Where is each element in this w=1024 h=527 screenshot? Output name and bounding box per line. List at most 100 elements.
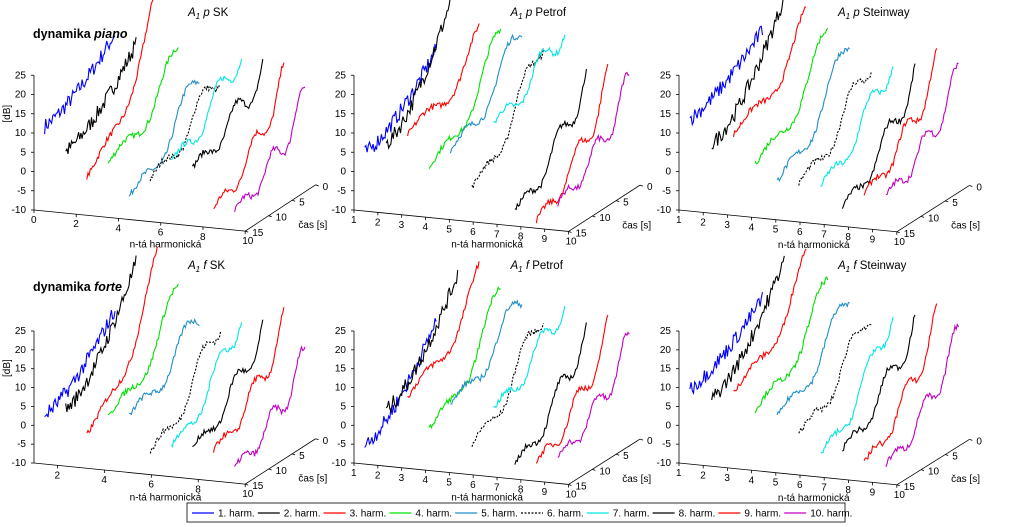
harmonic-5-line (450, 299, 523, 405)
time-tick-mark (315, 438, 319, 441)
time-tick-label: 15 (904, 229, 916, 240)
x-tick-label: 3 (724, 473, 730, 484)
time-tick-mark (568, 231, 572, 233)
harmonic-8-line (192, 319, 264, 448)
db-tick-label: 5 (20, 147, 26, 158)
time-axis-line (244, 184, 316, 232)
db-tick-label: 25 (15, 70, 27, 81)
x-tick-label: 2 (73, 219, 79, 230)
db-tick-label: 15 (335, 364, 347, 375)
time-tick-mark (639, 184, 644, 187)
x-tick-label: 8 (845, 232, 851, 243)
harmonic-6-line (471, 323, 545, 447)
time-tick-mark (245, 230, 249, 233)
x-tick-label: 7 (821, 483, 827, 494)
axes-4 (33, 331, 316, 485)
x-tick-label: 5 (773, 478, 779, 489)
db-tick-label: 10 (15, 128, 27, 139)
x-axis-label: n-tá harmonická (778, 240, 850, 251)
harmonic-9-line (535, 314, 609, 464)
time-tick-mark (568, 484, 572, 486)
db-tick-label: 15 (15, 364, 27, 375)
legend-box (186, 502, 846, 523)
x-tick-label: 10 (566, 236, 578, 247)
db-tick-label: 15 (660, 364, 672, 375)
harmonic-5-line (128, 79, 200, 197)
time-tick-label: 0 (976, 182, 982, 193)
harmonic-2-line (65, 37, 137, 155)
x-tick-label: 6 (797, 480, 803, 491)
x-tick-label: 4 (749, 222, 755, 233)
time-axis-line (568, 438, 641, 485)
legend-label-1: 1. harm. (218, 509, 255, 520)
time-tick-mark (292, 453, 296, 456)
x-tick-label: 6 (470, 480, 476, 491)
db-tick-label: 20 (15, 345, 27, 356)
db-tick-label: 20 (15, 90, 27, 101)
x-tick-label: 2 (700, 470, 706, 481)
harmonic-9-line (212, 307, 285, 453)
x-tick-label: 7 (494, 482, 500, 493)
time-tick-label: 15 (576, 481, 588, 492)
time-tick-mark (268, 215, 272, 218)
time-tick-label: 10 (276, 213, 288, 224)
db-tick-label: 0 (340, 167, 346, 178)
x-tick-label: 2 (375, 470, 381, 481)
time-tick-label: 10 (928, 467, 940, 478)
db-tick-label: 10 (335, 383, 347, 394)
x-axis-line (33, 209, 246, 232)
db-tick-label: 5 (340, 147, 346, 158)
time-tick-mark (896, 231, 900, 234)
harmonic-9-line (863, 303, 938, 461)
db-tick-label: -5 (662, 439, 671, 450)
harmonic-4-line (754, 28, 829, 165)
axes-5 (353, 331, 641, 485)
harmonic-5-line (128, 317, 200, 416)
chart-title: A1 f Steinway (837, 260, 907, 274)
db-tick-label: 15 (660, 109, 672, 120)
harmonic-1-line (44, 310, 116, 418)
time-tick-label: 10 (599, 213, 611, 224)
x-axis-line (353, 209, 569, 232)
harmonic-7-line (170, 322, 243, 448)
harmonic-1-line (689, 25, 764, 127)
x-tick-label: 4 (423, 222, 429, 233)
db-tick-label: 0 (20, 167, 26, 178)
db-tick-label: 10 (335, 128, 347, 139)
db-tick-label: 20 (660, 90, 672, 101)
legend-label-8: 8. harm. (679, 509, 716, 520)
db-tick-label: 10 (660, 383, 672, 394)
time-tick-label: 0 (976, 436, 982, 447)
x-tick-label: 10 (242, 489, 254, 500)
legend-label-7: 7. harm. (613, 509, 650, 520)
db-tick-label: 5 (665, 401, 671, 412)
x-tick-label: 4 (101, 475, 107, 486)
harmonic-10-line (557, 71, 630, 207)
harmonic-1-line (44, 35, 116, 135)
harmonic-3-line (86, 0, 154, 180)
db-tick-label: -10 (12, 458, 27, 469)
x-tick-label: 8 (845, 485, 851, 496)
x-tick-label: 1 (676, 215, 682, 226)
x-axis-label: n-tá harmonická (778, 493, 850, 504)
db-tick-label: 20 (335, 345, 347, 356)
x-tick-label: 9 (542, 234, 548, 245)
harmonic-3-line (407, 261, 480, 399)
harmonic-8-line (842, 314, 916, 452)
harmonic-9-line (213, 62, 285, 210)
chart-title: A1 p Petrof (510, 7, 567, 21)
harmonic-7-line (170, 58, 243, 161)
harmonic-2-line (385, 270, 459, 413)
time-tick-label: 0 (323, 436, 329, 447)
axes-3 (678, 75, 970, 233)
x-tick-label: 10 (894, 237, 906, 248)
time-axis-label: čas [s] (298, 473, 327, 484)
chart-title: A1 f SK (187, 260, 225, 274)
x-tick-label: 8 (518, 232, 524, 243)
time-tick-label: 15 (252, 481, 264, 492)
db-tick-label: -10 (332, 205, 347, 216)
chart-title: A1 f Petrof (510, 260, 564, 274)
